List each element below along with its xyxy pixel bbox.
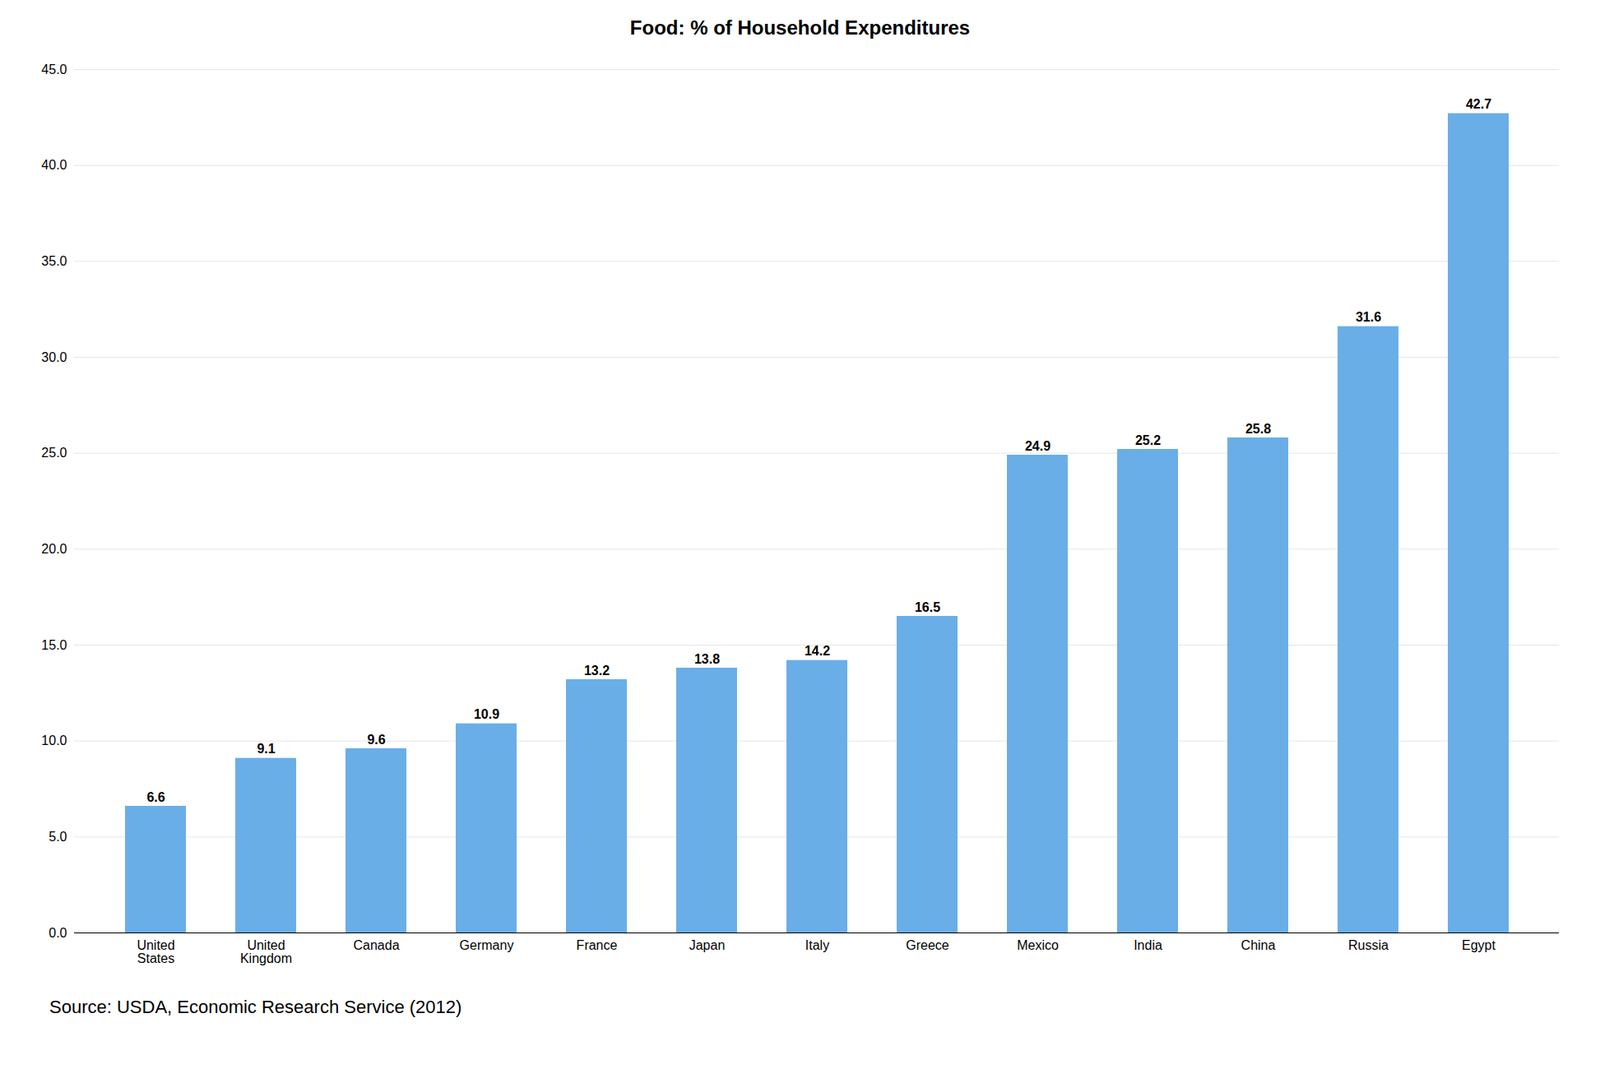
svg-text:Egypt: Egypt [1461,938,1496,953]
svg-text:25.2: 25.2 [1135,433,1161,448]
svg-text:15.0: 15.0 [41,638,67,653]
svg-text:Italy: Italy [805,938,830,953]
svg-text:India: India [1133,938,1163,953]
svg-text:16.5: 16.5 [914,600,941,615]
svg-text:France: France [576,938,618,953]
svg-text:China: China [1241,938,1276,953]
svg-text:13.8: 13.8 [694,652,720,667]
html-text:Food: % of Household Expenditu: Food: % of Household Expenditures [629,16,971,39]
svg-text:Japan: Japan [689,938,726,953]
svg-text:9.1: 9.1 [256,742,275,756]
svg-text:Germany: Germany [459,938,515,953]
svg-text:30.0: 30.0 [41,350,67,365]
svg-text:35.0: 35.0 [41,254,67,269]
svg-text:20.0: 20.0 [41,542,67,557]
svg-text:25.8: 25.8 [1245,422,1271,436]
svg-text:6.6: 6.6 [146,790,165,805]
svg-text:Mexico: Mexico [1016,938,1059,953]
svg-text:31.6: 31.6 [1355,310,1382,325]
svg-text:5.0: 5.0 [48,830,67,845]
svg-text:10.0: 10.0 [41,733,67,748]
svg-text:25.0: 25.0 [41,445,67,460]
svg-text:0.0: 0.0 [48,926,67,941]
svg-text:42.7: 42.7 [1465,97,1492,112]
svg-text:Greece: Greece [905,938,950,953]
svg-text:10.9: 10.9 [473,707,500,722]
svg-text:Russia: Russia [1348,938,1389,953]
svg-text:24.9: 24.9 [1024,439,1051,454]
html-text:Source: USDA, Economic Researc: Source: USDA, Economic Research Service … [49,997,462,1018]
svg-text:UnitedKingdom: UnitedKingdom [240,938,293,966]
svg-text:UnitedStates: UnitedStates [136,938,175,966]
svg-text:14.2: 14.2 [804,644,831,659]
svg-text:13.2: 13.2 [584,663,610,678]
svg-text:40.0: 40.0 [41,157,67,172]
svg-text:Canada: Canada [352,938,399,953]
svg-text:45.0: 45.0 [41,62,67,77]
svg-text:9.6: 9.6 [366,732,385,747]
